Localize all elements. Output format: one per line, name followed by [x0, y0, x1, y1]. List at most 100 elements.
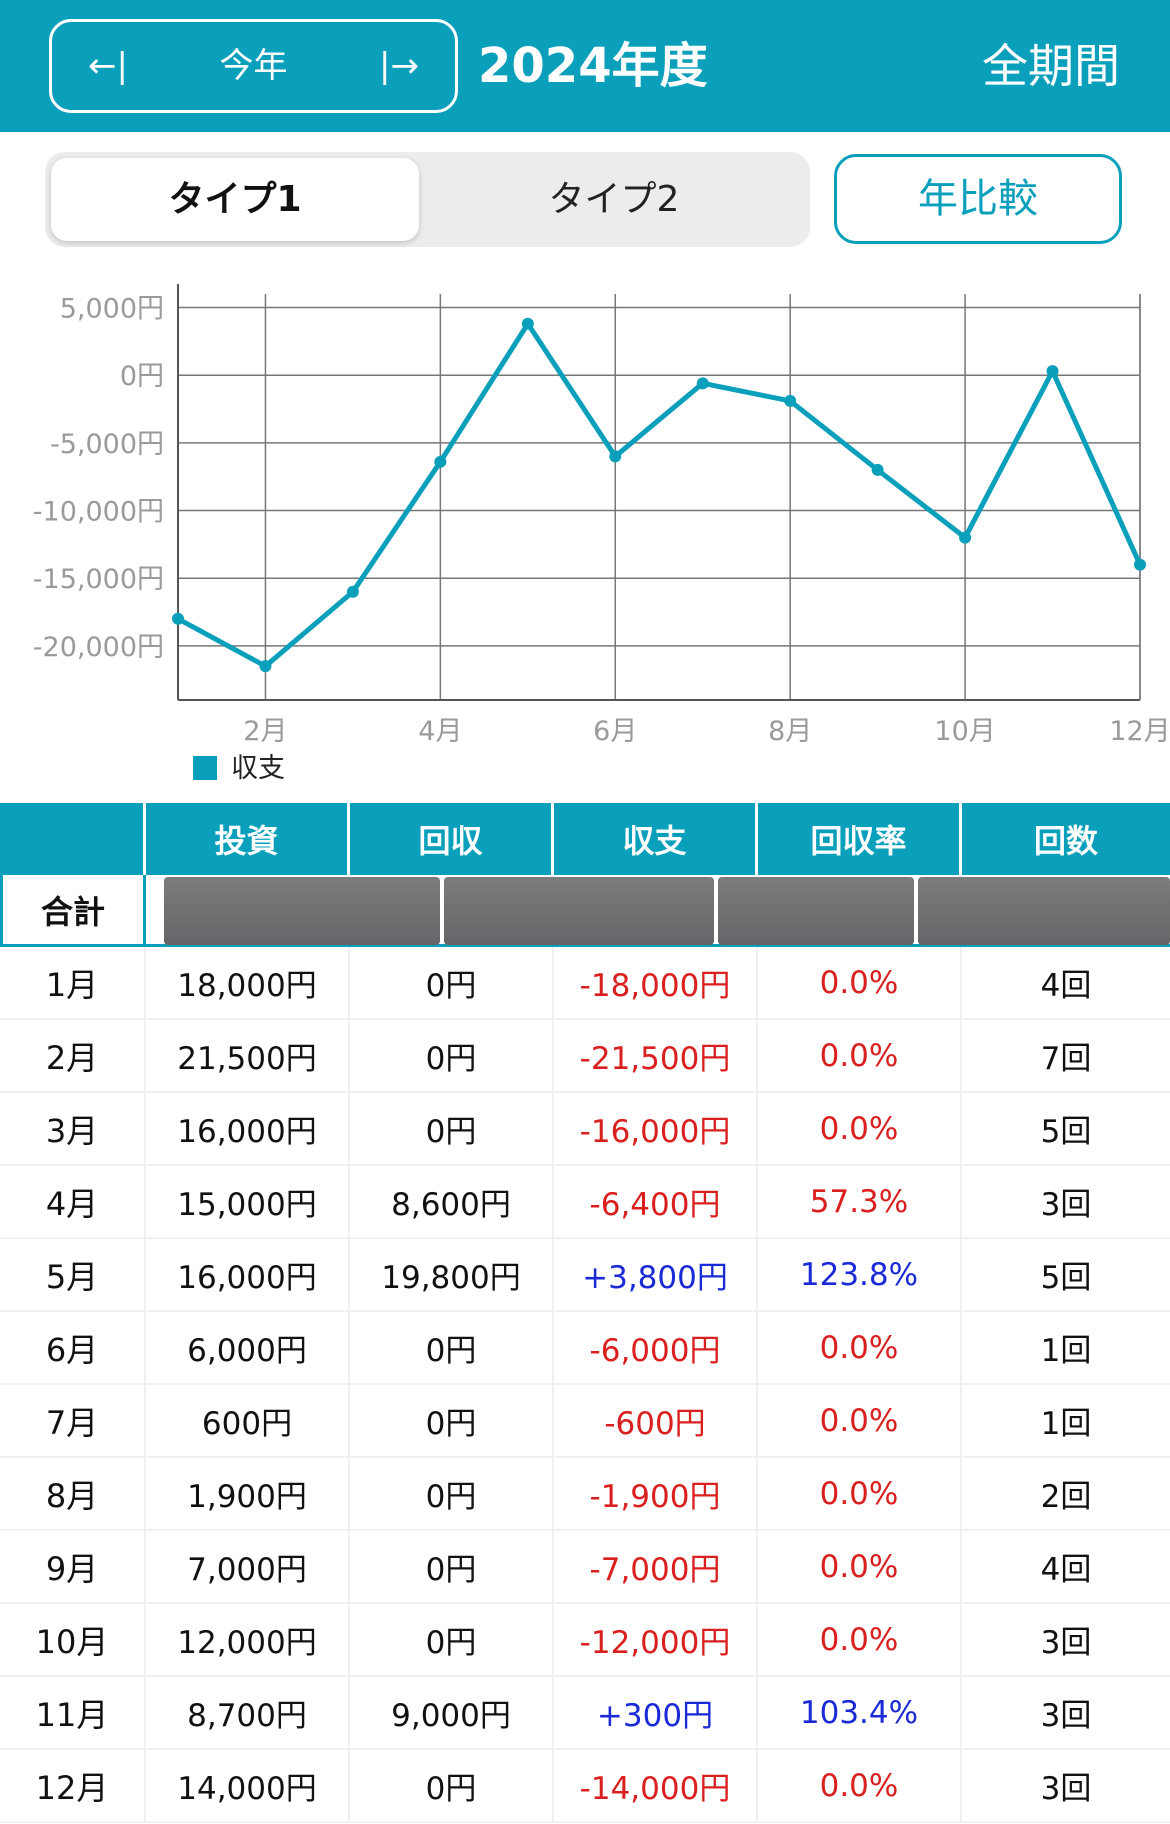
invest-cell: 6,000円 — [146, 1312, 350, 1383]
header-recover: 回収 — [350, 803, 554, 875]
y-tick-label: 0円 — [120, 361, 164, 392]
count-cell: 3回 — [1040, 1187, 1092, 1223]
tab-type2[interactable]: タイプ2 — [548, 179, 680, 220]
table-row: 4月 15,000円 8,600円 -6,400円 57.3% 3回 — [0, 1166, 1170, 1239]
period-navigator: 今年 ←| |→ — [49, 19, 458, 113]
invest-cell: 15,000円 — [146, 1166, 350, 1237]
invest-cell: 7,000円 — [146, 1531, 350, 1602]
month-cell: 8月 — [0, 1458, 146, 1529]
current-period-button[interactable]: 今年 — [219, 46, 288, 86]
data-point — [1134, 558, 1146, 571]
month-cell: 6月 — [0, 1312, 146, 1383]
recover-cell: 0円 — [350, 1312, 554, 1383]
balance-cell: -7,000円 — [554, 1531, 758, 1602]
balance-cell: -1,900円 — [554, 1458, 758, 1529]
balance-cell: -21,500円 — [554, 1020, 758, 1091]
balance-cell: +3,800円 — [554, 1239, 758, 1310]
y-tick-label: 5,000円 — [60, 294, 164, 325]
recover-cell: 0円 — [350, 1385, 554, 1456]
count-cell: 4回 — [1040, 1552, 1092, 1588]
rate-cell: 0.0% — [758, 1312, 962, 1383]
data-point — [346, 585, 359, 598]
balance-cell: +300円 — [554, 1677, 758, 1748]
rate-cell: 0.0% — [758, 1750, 962, 1821]
recover-cell: 0円 — [350, 1458, 554, 1529]
x-tick-label: 4月 — [418, 716, 462, 747]
rate-cell: 57.3% — [758, 1166, 962, 1237]
recover-cell: 0円 — [350, 1020, 554, 1091]
table-row: 10月 12,000円 0円 -12,000円 0.0% 3回 — [0, 1604, 1170, 1677]
data-point — [784, 394, 797, 407]
prev-arrow-icon[interactable]: ←| — [88, 46, 128, 86]
invest-cell: 8,700円 — [146, 1677, 350, 1748]
type-segmented-control: タイプ1 タイプ2 — [45, 152, 810, 247]
masked-total-block — [718, 877, 914, 945]
data-point — [434, 455, 447, 468]
count-cell: 7回 — [1040, 1041, 1092, 1077]
rate-cell: 0.0% — [758, 947, 962, 1018]
page-title: 2024年度 — [478, 38, 708, 94]
total-label: 合計 — [0, 875, 146, 947]
rate-cell: 103.4% — [758, 1677, 962, 1748]
rate-cell: 0.0% — [758, 1385, 962, 1456]
data-point — [172, 612, 184, 625]
data-point — [609, 450, 622, 463]
rate-cell: 0.0% — [758, 1531, 962, 1602]
rate-cell: 0.0% — [758, 1093, 962, 1164]
x-tick-label: 8月 — [768, 716, 812, 747]
count-cell: 3回 — [1040, 1771, 1092, 1807]
invest-cell: 14,000円 — [146, 1750, 350, 1821]
masked-total-block — [444, 877, 714, 945]
table-row: 8月 1,900円 0円 -1,900円 0.0% 2回 — [0, 1458, 1170, 1531]
month-cell: 9月 — [0, 1531, 146, 1602]
table-row: 3月 16,000円 0円 -16,000円 0.0% 5回 — [0, 1093, 1170, 1166]
table-row: 9月 7,000円 0円 -7,000円 0.0% 4回 — [0, 1531, 1170, 1604]
month-cell: 3月 — [0, 1093, 146, 1164]
year-compare-button[interactable]: 年比較 — [834, 154, 1122, 244]
header-blank — [0, 803, 146, 875]
rate-cell: 0.0% — [758, 1458, 962, 1529]
balance-cell: -18,000円 — [554, 947, 758, 1018]
all-period-button[interactable]: 全期間 — [982, 39, 1120, 93]
count-cell: 4回 — [1040, 968, 1092, 1004]
table-row: 11月 8,700円 9,000円 +300円 103.4% 3回 — [0, 1677, 1170, 1750]
recover-cell: 0円 — [350, 1531, 554, 1602]
recover-cell: 0円 — [350, 1093, 554, 1164]
balance-cell: -600円 — [554, 1385, 758, 1456]
count-cell: 5回 — [1040, 1260, 1092, 1296]
y-tick-label: -15,000円 — [33, 564, 164, 595]
header-balance: 収支 — [554, 803, 758, 875]
balance-line-chart: 5,000円 0円 -5,000円 -10,000円 -15,000円 -20,000円 2… — [0, 280, 1170, 790]
total-values-masked — [146, 875, 1170, 945]
legend-label: 収支 — [231, 753, 285, 784]
month-cell: 1月 — [0, 947, 146, 1018]
balance-cell: -14,000円 — [554, 1750, 758, 1821]
chart-legend: 収支 — [193, 752, 285, 786]
count-cell: 2回 — [1040, 1479, 1092, 1515]
table-header-row: 投資 回収 収支 回収率 回数 — [0, 803, 1170, 875]
recover-cell: 8,600円 — [350, 1166, 554, 1237]
invest-cell: 12,000円 — [146, 1604, 350, 1675]
x-tick-label: 6月 — [593, 716, 637, 747]
x-tick-label: 10月 — [934, 716, 995, 747]
data-point — [959, 531, 972, 544]
monthly-table: 投資 回収 収支 回収率 回数 合計 1月 18,000円 0円 -18,000円 0.… — [0, 803, 1170, 1823]
table-row: 1月 18,000円 0円 -18,000円 0.0% 4回 — [0, 947, 1170, 1020]
data-point — [696, 377, 709, 390]
count-cell: 1回 — [1040, 1333, 1092, 1369]
month-cell: 7月 — [0, 1385, 146, 1456]
month-cell: 2月 — [0, 1020, 146, 1091]
x-tick-label: 2月 — [243, 716, 287, 747]
balance-cell: -6,400円 — [554, 1166, 758, 1237]
y-tick-label: -10,000円 — [33, 497, 164, 528]
header-count: 回数 — [1033, 822, 1098, 860]
y-tick-label: -20,000円 — [33, 632, 164, 663]
data-point — [871, 463, 884, 476]
table-row: 2月 21,500円 0円 -21,500円 0.0% 7回 — [0, 1020, 1170, 1093]
tab-type1[interactable]: タイプ1 — [51, 158, 419, 241]
month-cell: 12月 — [0, 1750, 146, 1821]
next-arrow-icon[interactable]: |→ — [379, 46, 419, 86]
invest-cell: 16,000円 — [146, 1239, 350, 1310]
total-row: 合計 — [0, 875, 1170, 947]
table-row: 5月 16,000円 19,800円 +3,800円 123.8% 5回 — [0, 1239, 1170, 1312]
